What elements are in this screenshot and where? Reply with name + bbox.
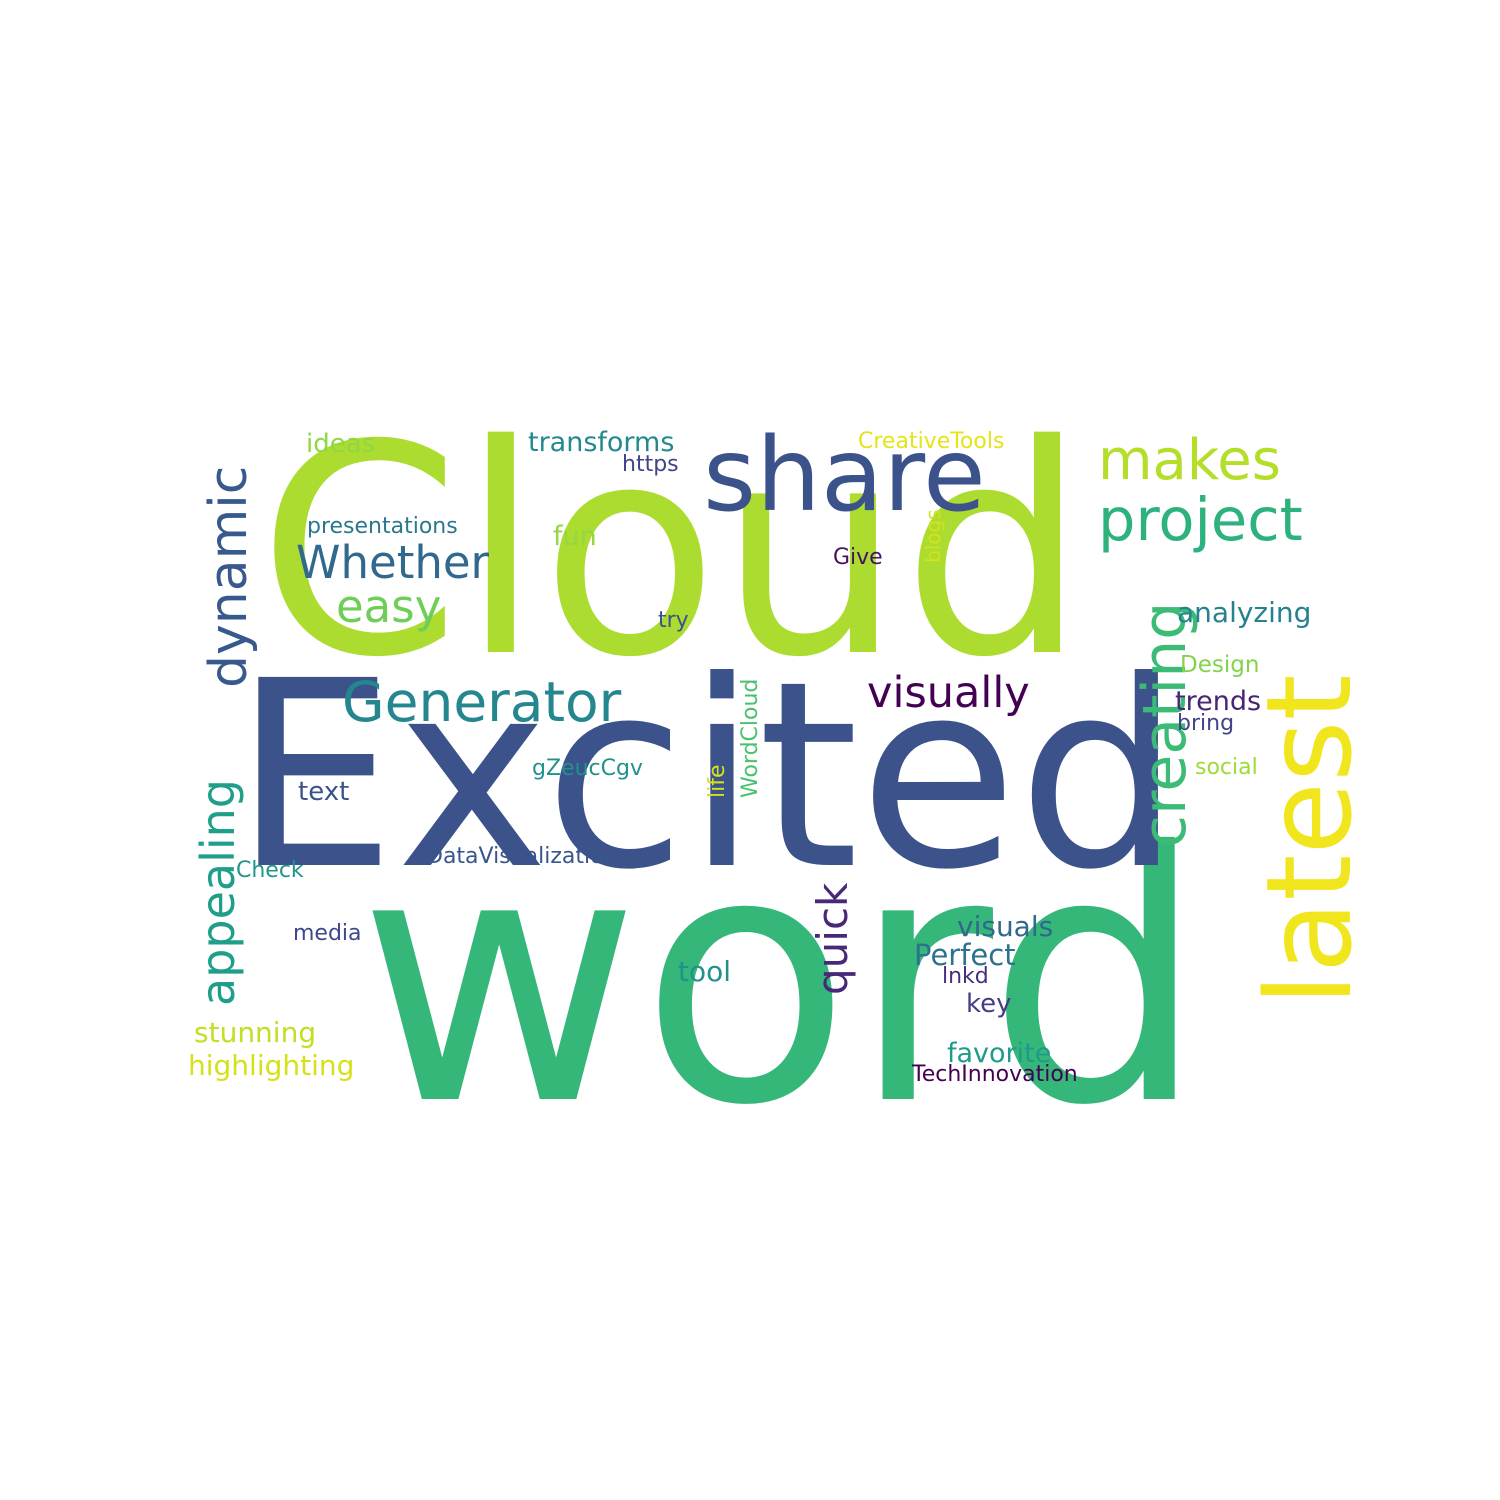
- word-give: Give: [833, 545, 883, 570]
- word-social: social: [1195, 755, 1258, 780]
- word-creativetools: CreativeTools: [858, 429, 1005, 454]
- word-try: try: [658, 608, 689, 633]
- word-life: life: [705, 764, 730, 798]
- word-techinnovation: TechInnovation: [912, 1062, 1078, 1087]
- word-stunning: stunning: [194, 1016, 317, 1049]
- word-check: Check: [236, 858, 304, 883]
- word-key: key: [966, 989, 1012, 1019]
- word-excited: Excited: [233, 626, 1182, 926]
- word-bring: bring: [1177, 711, 1235, 736]
- word-share: share: [703, 416, 986, 535]
- word-appealing: appealing: [191, 779, 245, 1006]
- word-latest: latest: [1240, 674, 1378, 1006]
- word-lnkd: lnkd: [942, 964, 989, 989]
- word-datavisualization: DataVisualization: [426, 844, 618, 869]
- word-analyzing: analyzing: [1177, 596, 1312, 629]
- word-presentations: presentations: [307, 514, 458, 539]
- word-quick: quick: [808, 882, 857, 995]
- word-easy: easy: [336, 580, 442, 633]
- word-visuals: visuals: [957, 910, 1054, 943]
- word-cloud-label: Cloud: [258, 384, 1087, 721]
- word-blogs: blogs: [921, 509, 945, 563]
- word-generator: Generator: [342, 670, 622, 734]
- word-fun: fun: [553, 521, 597, 552]
- word-perfect: Perfect: [914, 938, 1016, 972]
- word-makes: makes: [1098, 428, 1281, 493]
- word-dynamic: dynamic: [199, 465, 259, 688]
- word-visually: visually: [867, 668, 1030, 718]
- word-whether: Whether: [296, 536, 490, 589]
- word-wordcloud: WordCloud: [738, 678, 763, 798]
- word-project: project: [1098, 485, 1303, 554]
- word-highlighting: highlighting: [188, 1049, 355, 1082]
- word-transforms: transforms: [528, 427, 675, 458]
- word-ideas: ideas: [306, 429, 376, 459]
- word-tool: tool: [678, 955, 732, 988]
- word-word: word: [358, 780, 1207, 1181]
- word-favorite: favorite: [947, 1038, 1052, 1069]
- word-https: https: [622, 452, 679, 477]
- word-media: media: [293, 921, 362, 946]
- word-trends: trends: [1175, 686, 1262, 717]
- word-gzeuccgv: gZeucCgv: [532, 756, 643, 781]
- word-text: text: [298, 777, 350, 807]
- word-design: Design: [1180, 652, 1260, 678]
